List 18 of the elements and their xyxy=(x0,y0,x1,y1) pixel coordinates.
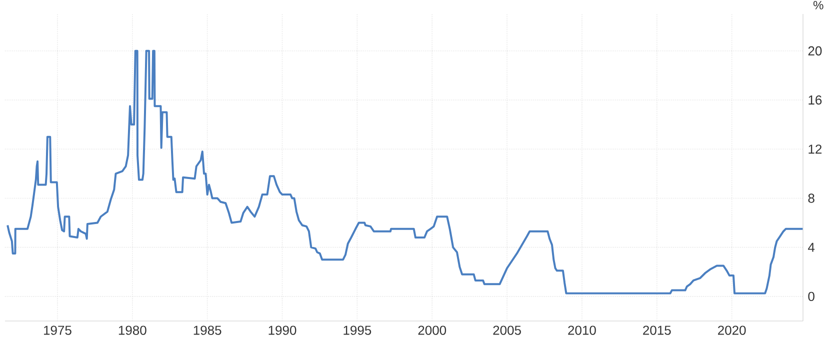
y-tick-label: 20 xyxy=(808,46,822,56)
x-tick-label: 1985 xyxy=(194,326,222,335)
x-tick-label: 2020 xyxy=(718,326,746,335)
y-axis-title: % xyxy=(813,0,824,10)
y-tick-label: 12 xyxy=(808,144,822,154)
x-tick-label: 1975 xyxy=(44,326,72,335)
y-tick-label: 0 xyxy=(808,292,814,302)
y-tick-label: 16 xyxy=(808,95,822,105)
x-tick-label: 1990 xyxy=(268,326,296,335)
x-tick-label: 1980 xyxy=(118,326,146,335)
x-tick-label: 2000 xyxy=(418,326,446,335)
y-tick-label: 4 xyxy=(808,242,815,252)
x-tick-label: 2015 xyxy=(643,326,671,335)
x-tick-label: 2005 xyxy=(493,326,521,335)
x-tick-label: 2010 xyxy=(568,326,596,335)
x-tick-label: 1995 xyxy=(344,326,372,335)
line-series xyxy=(6,50,803,294)
y-tick-label: 8 xyxy=(808,194,814,203)
